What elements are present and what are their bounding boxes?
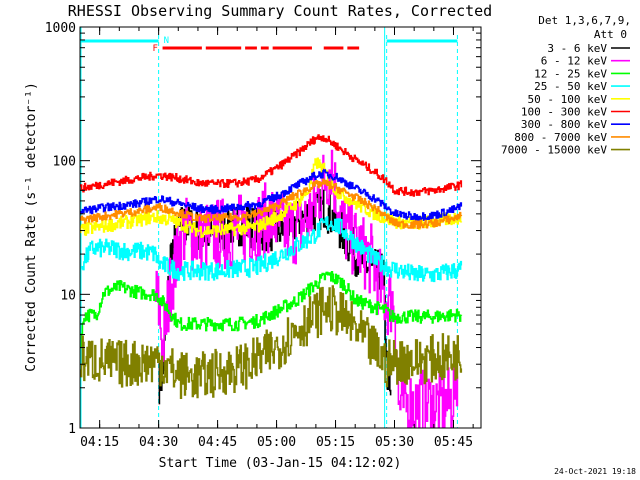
legend-entry-label: 100 - 300 keV xyxy=(521,106,607,119)
series-line xyxy=(80,134,463,197)
y-tick-label: 1000 xyxy=(45,21,76,36)
legend-entry-label: 6 - 12 keV xyxy=(541,55,608,68)
x-tick-label: 04:15 xyxy=(80,435,119,450)
y-axis-ticks: 1 10 100 1000 xyxy=(45,21,481,437)
footer-date: 24-Oct-2021 19:18 xyxy=(554,467,636,476)
series-line xyxy=(80,216,463,283)
legend-entry-label: 300 - 800 keV xyxy=(521,118,607,131)
y-axis-label: Corrected Count Rate (s⁻¹ detector⁻¹) xyxy=(24,82,39,372)
x-tick-label: 05:30 xyxy=(375,435,414,450)
series-line xyxy=(80,157,463,238)
legend-header-line-2: Att 0 xyxy=(594,28,627,41)
x-axis-label: Start Time (03-Jan-15 04:12:02) xyxy=(159,456,402,471)
legend-entry-label: 3 - 6 keV xyxy=(547,42,607,55)
flare-flag-label: F xyxy=(153,44,158,54)
legend-entry-label: 800 - 7000 keV xyxy=(514,131,607,144)
series-line xyxy=(80,271,463,349)
x-tick-label: 05:45 xyxy=(434,435,473,450)
plot-frame xyxy=(79,26,482,429)
x-tick-label: 04:30 xyxy=(139,435,178,450)
y-tick-label: 1 xyxy=(68,422,76,437)
x-tick-label: 05:00 xyxy=(257,435,296,450)
series-line xyxy=(80,169,463,222)
legend-entry-label: 25 - 50 keV xyxy=(534,80,607,93)
legend-entry-label: 7000 - 15000 keV xyxy=(501,144,607,157)
legend-entry-label: 50 - 100 keV xyxy=(528,93,608,106)
x-tick-label: 04:45 xyxy=(198,435,237,450)
y-tick-label: 10 xyxy=(60,288,76,303)
series-line xyxy=(80,178,463,229)
y-tick-label: 100 xyxy=(53,155,76,170)
night-flag-label: N xyxy=(164,36,169,46)
chart-title: RHESSI Observing Summary Count Rates, Co… xyxy=(68,2,492,20)
legend-entry-label: 12 - 25 keV xyxy=(534,67,607,80)
x-axis-ticks: 04:15 04:30 04:45 05:00 05:15 05:30 05:45 xyxy=(79,27,474,450)
series-line xyxy=(80,285,463,399)
x-tick-label: 05:15 xyxy=(316,435,355,450)
night-flare-flags: NF xyxy=(80,27,458,428)
series-lines xyxy=(80,134,463,428)
legend-header-line-1: Det 1,3,6,7,9, xyxy=(538,14,631,27)
